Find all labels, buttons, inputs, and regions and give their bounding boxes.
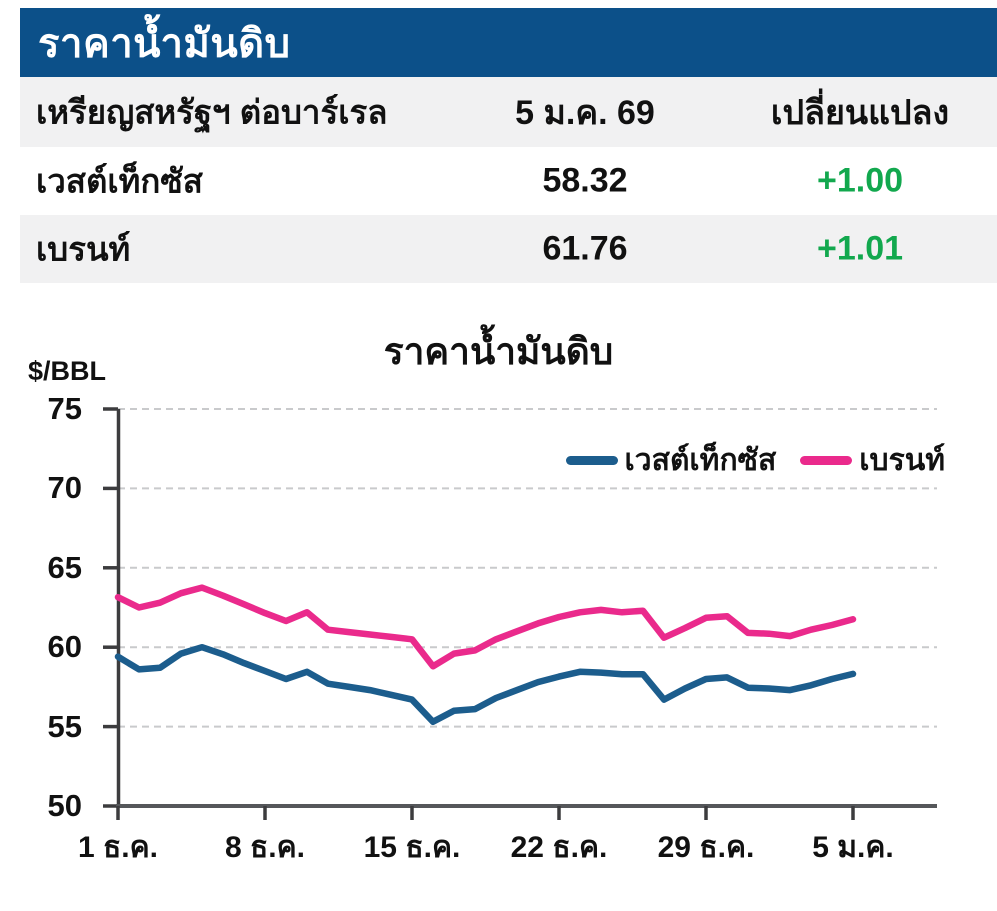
series-line-1: [114, 584, 857, 670]
table-row-brent: เบรนท์ 61.76 +1.01: [20, 215, 997, 283]
chart-legend: เวสต์เท็กซัส เบรนท์: [565, 437, 945, 484]
legend-label: เวสต์เท็กซัส: [624, 444, 777, 477]
change-value: +1.00: [816, 161, 904, 200]
legend-item-west-texas: เวสต์เท็กซัส: [565, 437, 777, 484]
brent-line-swatch: [800, 456, 853, 465]
table-row-west-texas: เวสต์เท็กซัส 58.32 +1.00: [20, 147, 997, 215]
change-value: +1.01: [816, 229, 904, 268]
chart-plot-area: [103, 407, 937, 820]
west-texas-line-swatch: [565, 456, 618, 465]
price-value: 61.76: [542, 229, 628, 268]
row-label: เบรนท์: [36, 230, 131, 268]
legend-item-brent: เบรนท์: [800, 437, 945, 484]
column-header-unit: เหรียญสหรัฐฯ ต่อบาร์เรล: [36, 93, 388, 131]
series-line-0: [114, 643, 857, 726]
page-title-banner: ราคาน้ำมันดิบ: [20, 8, 997, 77]
page-title: ราคาน้ำมันดิบ: [38, 21, 291, 66]
column-header-date: 5 ม.ค. 69: [515, 94, 655, 132]
row-label: เวสต์เท็กซัส: [36, 162, 203, 200]
crude-oil-line-chart: ราคาน้ำมันดิบ $/BBL เวสต์เท็กซัส เบรนท์ …: [0, 320, 997, 911]
chart-title: ราคาน้ำมันดิบ: [383, 331, 614, 372]
column-header-change: เปลี่ยนแปลง: [770, 94, 950, 132]
y-axis-unit-label: $/BBL: [28, 356, 107, 386]
table-header-row: เหรียญสหรัฐฯ ต่อบาร์เรล 5 ม.ค. 69 เปลี่ย…: [20, 77, 997, 147]
price-value: 58.32: [542, 161, 628, 200]
legend-label: เบรนท์: [859, 444, 945, 477]
